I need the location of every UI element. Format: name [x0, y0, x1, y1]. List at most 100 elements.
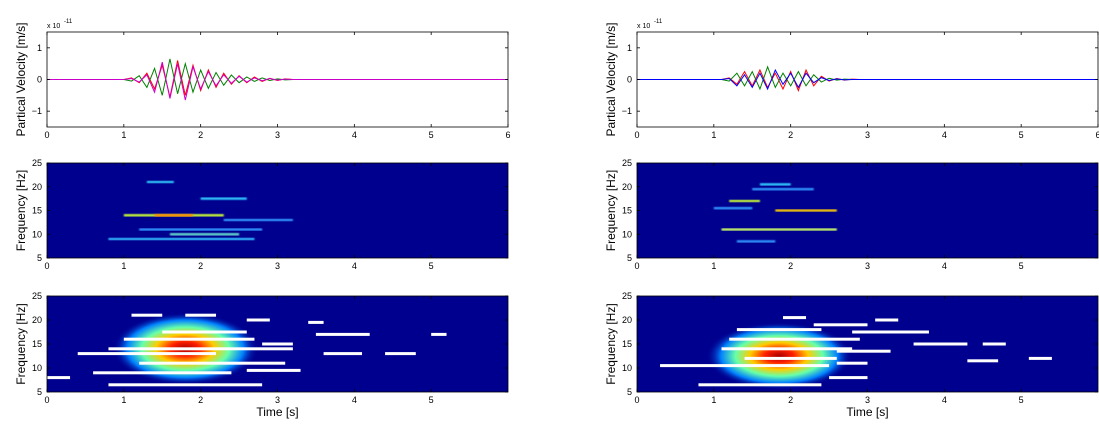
- streak: [982, 342, 1006, 346]
- plot-area: [637, 163, 1098, 258]
- x-tick-label: 3: [865, 395, 870, 405]
- streak: [146, 180, 174, 184]
- streak: [223, 218, 293, 222]
- streak: [721, 228, 837, 231]
- plot-content: [637, 65, 1098, 92]
- plot-content: [47, 58, 508, 101]
- x-tick-label: 5: [1019, 395, 1024, 405]
- streak: [154, 214, 193, 217]
- streak: [736, 328, 822, 332]
- x-axis-label: Time [s]: [256, 405, 298, 419]
- x-tick-label: 2: [198, 395, 203, 405]
- x-tick-label: 4: [352, 261, 357, 271]
- streak: [836, 349, 891, 353]
- streak: [262, 342, 293, 346]
- x-tick-label: 5: [429, 261, 434, 271]
- y-tick-label: 25: [622, 291, 632, 301]
- x-tick-label: 0: [634, 395, 639, 405]
- streak: [93, 371, 232, 375]
- streak: [139, 361, 286, 365]
- streak: [660, 364, 830, 368]
- x-tick-label: 3: [275, 130, 280, 140]
- x-tick-label: 0: [634, 130, 639, 140]
- streak: [108, 347, 293, 351]
- streak: [169, 233, 240, 236]
- streak: [829, 376, 868, 380]
- panel: 0 1 2 3 4 5 5 10 15 20 25 Frequency [Hz]: [604, 158, 1099, 271]
- x-tick-label: 1: [121, 130, 126, 140]
- streak: [162, 330, 247, 334]
- x-tick-label: 6: [505, 130, 510, 140]
- streak: [131, 313, 163, 317]
- streak: [836, 361, 868, 365]
- y-tick-label: −1: [622, 106, 632, 116]
- x-tick-label: 3: [275, 261, 280, 271]
- y-tick-label: 20: [622, 182, 632, 192]
- y-tick-label: 10: [622, 363, 632, 373]
- y-axis-label: Frequency [Hz]: [14, 303, 28, 384]
- x-tick-label: 2: [788, 395, 793, 405]
- streak: [752, 187, 814, 191]
- streak: [852, 330, 929, 334]
- x-tick-label: 1: [121, 261, 126, 271]
- streak: [729, 199, 760, 203]
- y-axis-label: Partical Velocity [m/s]: [604, 22, 618, 136]
- x-tick-label: 1: [121, 395, 126, 405]
- x-tick-label: 3: [865, 130, 870, 140]
- x-tick-label: 5: [429, 130, 434, 140]
- plot-content: [660, 316, 1052, 390]
- x-axis-label: Time [s]: [846, 405, 888, 419]
- x-tick-label: 0: [44, 261, 49, 271]
- streak: [385, 352, 416, 356]
- x-tick-label: 0: [44, 395, 49, 405]
- panel: 0 1 2 3 4 5 5 10 15 20 25 Frequency [Hz]: [14, 158, 509, 271]
- panel: 0 1 2 3 4 5 5 10 15 20 25 Frequency [Hz] Time [s]: [604, 291, 1099, 419]
- y-tick-label: 5: [37, 253, 42, 263]
- x-tick-label: 5: [429, 395, 434, 405]
- streak: [315, 332, 370, 336]
- streak: [108, 383, 263, 387]
- x-tick-label: 1: [711, 130, 716, 140]
- x-tick-label: 2: [198, 261, 203, 271]
- plot-content: [47, 312, 447, 387]
- streak: [77, 352, 217, 356]
- y-tick-label: 20: [622, 315, 632, 325]
- streak: [1028, 356, 1052, 360]
- y-offset-text: x 10: [637, 23, 650, 30]
- streak: [913, 342, 968, 346]
- y-tick-label: 20: [32, 182, 42, 192]
- streak: [775, 209, 837, 212]
- x-tick-label: 3: [865, 261, 870, 271]
- streak: [875, 318, 899, 322]
- streak: [47, 376, 71, 380]
- y-tick-label: 25: [622, 158, 632, 168]
- y-offset-text: x 10: [47, 23, 60, 30]
- y-tick-label: 1: [37, 43, 42, 53]
- x-tick-label: 3: [275, 395, 280, 405]
- streak: [721, 347, 853, 351]
- plot-content: [713, 183, 837, 243]
- y-tick-label: 0: [37, 75, 42, 85]
- y-tick-label: 0: [627, 75, 632, 85]
- streak: [185, 313, 217, 317]
- streak: [698, 383, 822, 387]
- plot-area: [47, 163, 508, 258]
- x-tick-label: 4: [942, 395, 947, 405]
- x-tick-label: 1: [711, 261, 716, 271]
- y-tick-label: 5: [627, 253, 632, 263]
- streak: [782, 316, 807, 320]
- streak: [431, 332, 447, 336]
- x-tick-label: 4: [352, 395, 357, 405]
- y-tick-label: 25: [32, 291, 42, 301]
- streak: [744, 356, 837, 360]
- y-axis-label: Frequency [Hz]: [14, 170, 28, 251]
- y-tick-label: −1: [32, 106, 42, 116]
- streak: [759, 183, 791, 186]
- x-tick-label: 4: [352, 130, 357, 140]
- panel: 0 1 2 3 4 5 5 10 15 20 25 Frequency [Hz] Time [s]: [14, 291, 509, 419]
- streak: [813, 323, 868, 327]
- streak: [200, 197, 247, 200]
- y-axis-label: Frequency [Hz]: [604, 170, 618, 251]
- x-tick-label: 5: [1019, 261, 1024, 271]
- y-offset-exponent: -11: [654, 19, 663, 25]
